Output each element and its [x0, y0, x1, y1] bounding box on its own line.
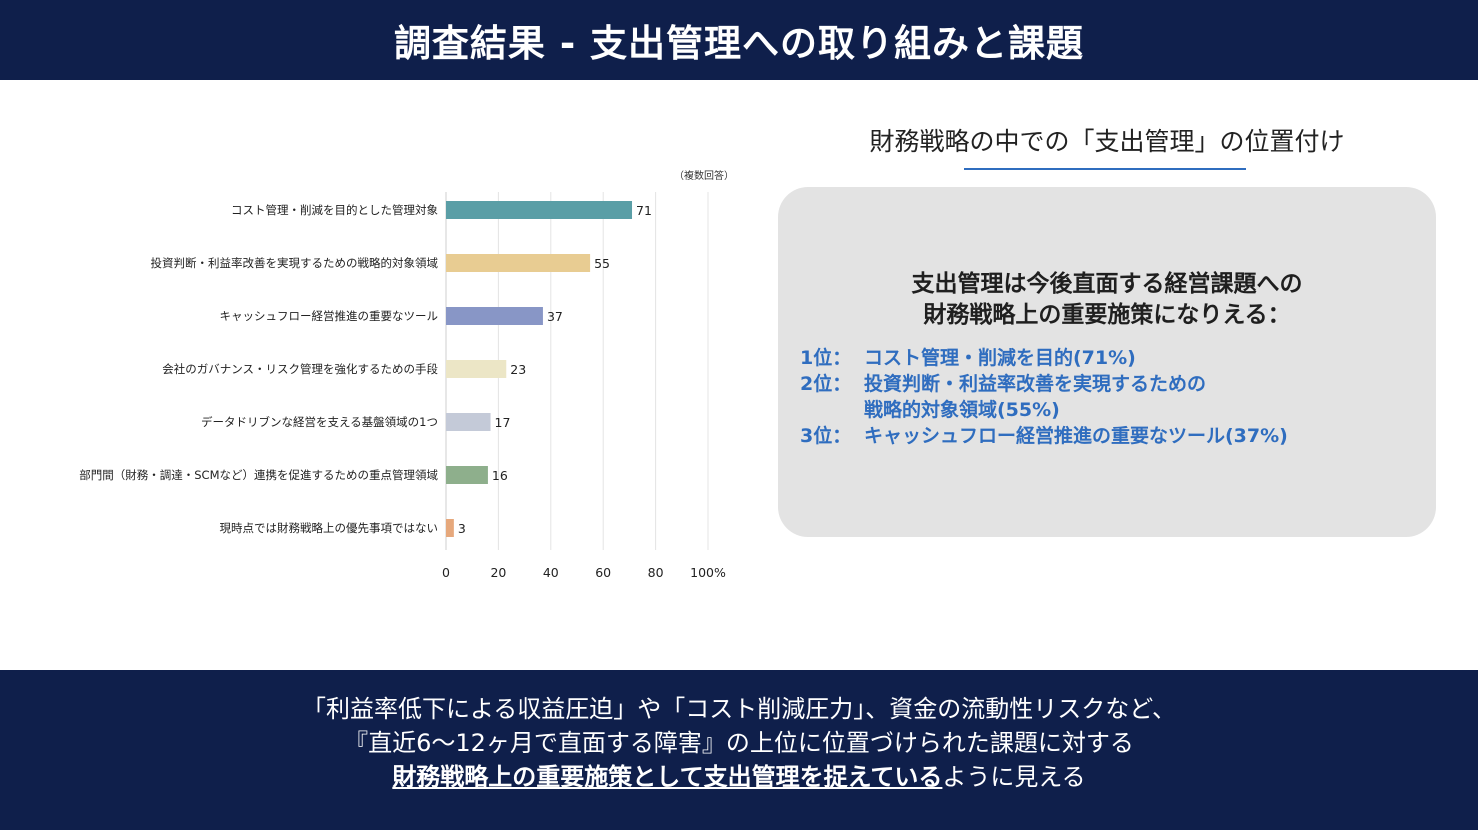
footer-line-3-rest: ように見える — [942, 763, 1086, 791]
summary-box: 支出管理は今後直面する経営課題への 財務戦略上の重要施策になりえる： 1位： コ… — [778, 187, 1436, 537]
page-title-banner: 調査結果 - 支出管理への取り組みと課題 — [0, 0, 1478, 80]
category-label: 投資判断・利益率改善を実現するための戦略的対象領域 — [151, 256, 439, 270]
rank-number: 3位： — [800, 425, 852, 447]
category-label: コスト管理・削減を目的とした管理対象 — [231, 203, 438, 217]
footer-banner: 「利益率低下による収益圧迫」や「コスト削減圧力」、資金の流動性リスクなど、 『直… — [0, 670, 1478, 830]
rank-number: 2位： — [800, 373, 852, 395]
value-label: 71 — [636, 203, 652, 218]
footer-emphasis: 財務戦略上の重要施策として支出管理を捉えている — [392, 763, 943, 791]
category-label: キャッシュフロー経営推進の重要なツール — [220, 309, 439, 323]
rank-item-3: 3位： キャッシュフロー経営推進の重要なツール(37%) — [800, 423, 1430, 449]
bar — [446, 360, 507, 378]
panel-title: 財務戦略の中での「支出管理」の位置付け — [869, 127, 1345, 156]
x-tick-label: 60 — [595, 565, 611, 580]
bar — [446, 466, 488, 484]
summary-heading-line1: 支出管理は今後直面する経営課題への — [911, 271, 1303, 297]
summary-heading: 支出管理は今後直面する経営課題への 財務戦略上の重要施策になりえる： — [778, 269, 1436, 331]
rank-number — [800, 397, 864, 423]
rank-number: 1位： — [800, 347, 852, 369]
category-label: 会社のガバナンス・リスク管理を強化するための手段 — [162, 362, 438, 376]
rank-text: 投資判断・利益率改善を実現するための — [864, 373, 1207, 395]
rank-text: キャッシュフロー経営推進の重要なツール(37%) — [864, 425, 1288, 447]
value-label: 3 — [458, 521, 466, 536]
bar — [446, 307, 543, 325]
x-tick-label: 0 — [442, 565, 450, 580]
category-label: 部門間（財務・調達・SCMなど）連携を促進するための重点管理領域 — [79, 468, 438, 482]
rank-item-1: 1位： コスト管理・削減を目的(71%) — [800, 345, 1430, 371]
chart-note: （複数回答） — [674, 169, 734, 182]
rank-text: コスト管理・削減を目的(71%) — [864, 347, 1136, 369]
x-tick-label: 80 — [648, 565, 664, 580]
value-label: 55 — [594, 256, 610, 271]
footer-line-2: 『直近6〜12ヶ月で直面する障害』の上位に位置づけられた課題に対する — [344, 729, 1134, 757]
summary-heading-line2: 財務戦略上の重要施策になりえる： — [923, 302, 1291, 328]
value-label: 23 — [510, 362, 526, 377]
category-label: データドリブンな経営を支える基盤領域の1つ — [201, 415, 438, 429]
rank-item-2: 2位： 投資判断・利益率改善を実現するための — [800, 371, 1430, 397]
footer-line-1: 「利益率低下による収益圧迫」や「コスト削減圧力」、資金の流動性リスクなど、 — [301, 695, 1177, 723]
footer-text: 「利益率低下による収益圧迫」や「コスト削減圧力」、資金の流動性リスクなど、 『直… — [0, 692, 1478, 794]
value-label: 17 — [495, 415, 511, 430]
x-tick-label: 20 — [490, 565, 506, 580]
category-label: 現時点では財務戦略上の優先事項ではない — [220, 521, 439, 535]
value-label: 37 — [547, 309, 563, 324]
panel-title-underline — [964, 168, 1246, 170]
rank-item-2-continued: 戦略的対象領域(55%) — [800, 397, 1430, 423]
page-title: 調査結果 - 支出管理への取り組みと課題 — [393, 22, 1085, 65]
bar — [446, 201, 633, 219]
rank-list: 1位： コスト管理・削減を目的(71%) 2位： 投資判断・利益率改善を実現する… — [800, 345, 1430, 449]
footer-line-3: 財務戦略上の重要施策として支出管理を捉えているように見える — [0, 760, 1478, 794]
bar — [446, 519, 454, 537]
rank-text: 戦略的対象領域(55%) — [864, 399, 1060, 421]
x-tick-label: 100% — [690, 565, 726, 580]
x-tick-label: 40 — [543, 565, 559, 580]
bar — [446, 254, 591, 272]
value-label: 16 — [492, 468, 508, 483]
bar — [446, 413, 491, 431]
bar-chart: （複数回答） コスト管理・削減を目的とした管理対象 71 投資判断・利益率改善を実現す… — [79, 169, 734, 580]
